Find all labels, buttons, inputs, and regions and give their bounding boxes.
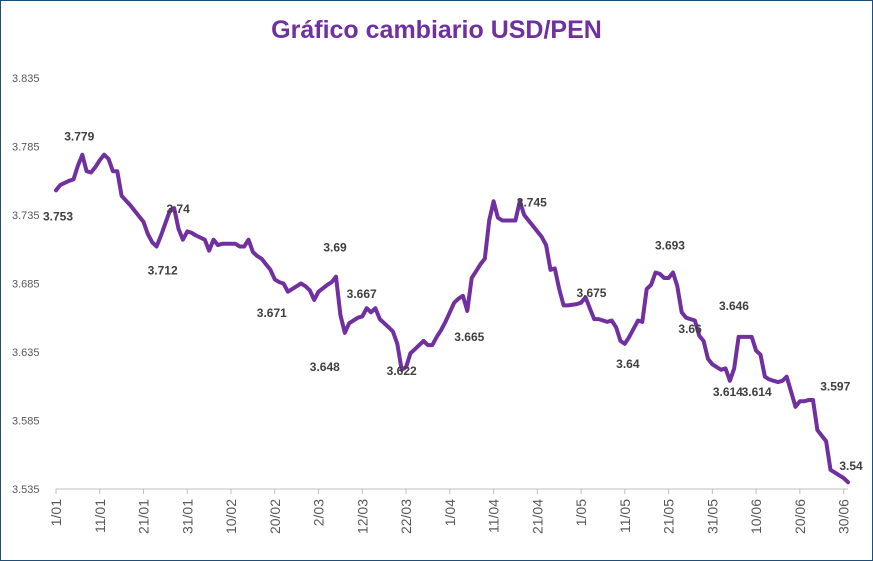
x-tick-label: 21/05 bbox=[661, 499, 677, 534]
data-label: 3.74 bbox=[166, 202, 190, 216]
data-label: 3.66 bbox=[678, 322, 702, 336]
data-label: 3.671 bbox=[257, 306, 287, 320]
x-tick-label: 11/04 bbox=[486, 499, 502, 533]
y-tick-label: 3.735 bbox=[12, 210, 40, 222]
data-label: 3.614 bbox=[742, 385, 772, 399]
y-tick-label: 3.635 bbox=[12, 347, 40, 359]
data-label: 3.69 bbox=[323, 241, 347, 255]
series-line bbox=[54, 152, 850, 485]
y-tick-label: 3.685 bbox=[12, 279, 40, 291]
data-label: 3.54 bbox=[839, 459, 863, 473]
x-tick-label: 22/03 bbox=[398, 499, 414, 534]
x-tick-label: 1/05 bbox=[573, 499, 589, 526]
y-tick-label: 3.835 bbox=[12, 73, 40, 85]
data-label: 3.648 bbox=[310, 360, 340, 374]
x-tick-label: 11/05 bbox=[617, 499, 633, 533]
x-tick-label: 21/01 bbox=[136, 499, 152, 534]
data-label: 3.745 bbox=[517, 195, 547, 209]
x-tick-label: 11/01 bbox=[92, 499, 108, 533]
x-tick-label: 1/04 bbox=[442, 499, 458, 526]
data-label: 3.675 bbox=[576, 286, 606, 300]
y-tick-label: 3.535 bbox=[12, 484, 40, 496]
data-label: 3.665 bbox=[454, 330, 484, 344]
data-label: 3.753 bbox=[43, 209, 73, 223]
data-label: 3.646 bbox=[719, 299, 749, 313]
x-tick-label: 10/06 bbox=[748, 499, 764, 534]
data-label: 3.622 bbox=[387, 364, 417, 378]
data-label: 3.712 bbox=[148, 264, 178, 278]
x-tick-label: 31/01 bbox=[179, 499, 195, 534]
x-tick-label: 1/01 bbox=[48, 499, 64, 526]
x-tick-label: 2/03 bbox=[311, 499, 327, 526]
x-tick-label: 12/03 bbox=[354, 499, 370, 534]
data-label: 3.667 bbox=[347, 287, 377, 301]
y-tick-label: 3.585 bbox=[12, 416, 40, 428]
y-tick-label: 3.785 bbox=[12, 142, 40, 154]
x-tick-label: 31/05 bbox=[704, 499, 720, 534]
chart-title: Gráfico cambiario USD/PEN bbox=[271, 16, 602, 44]
data-label: 3.779 bbox=[64, 130, 94, 144]
x-tick-label: 30/06 bbox=[836, 499, 852, 534]
data-label: 3.614 bbox=[713, 385, 743, 399]
x-tick-label: 20/02 bbox=[267, 499, 283, 534]
x-tick-label: 20/06 bbox=[792, 499, 808, 534]
x-tick-label: 21/04 bbox=[529, 499, 545, 534]
x-tick-label: 10/02 bbox=[223, 499, 239, 534]
data-label: 3.693 bbox=[655, 239, 685, 253]
data-label: 3.597 bbox=[820, 379, 850, 393]
data-label: 3.64 bbox=[616, 357, 640, 371]
